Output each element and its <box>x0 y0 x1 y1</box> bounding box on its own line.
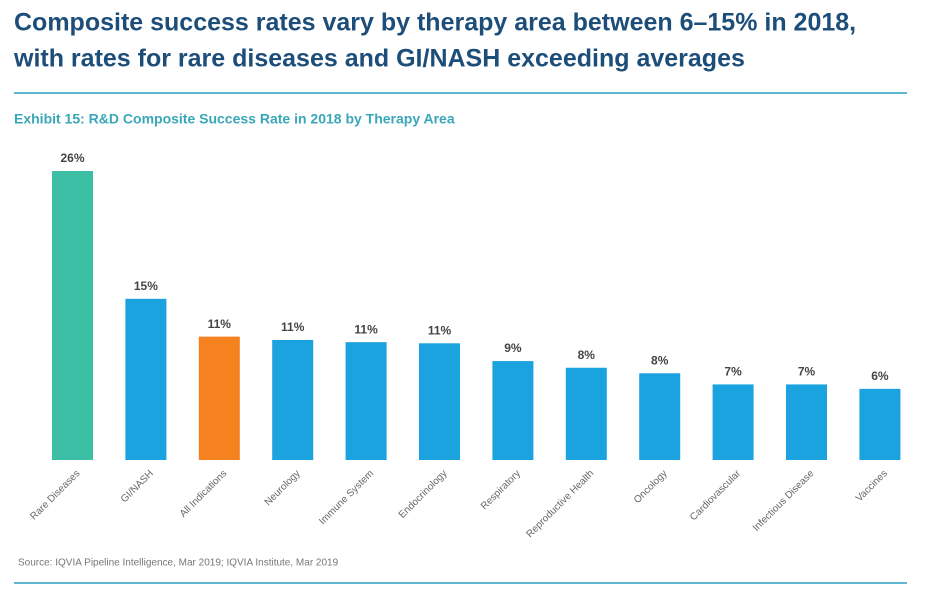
bar <box>712 384 754 460</box>
x-tick-label: Immune System <box>317 468 376 527</box>
value-label: 11% <box>354 322 378 336</box>
value-label: 6% <box>871 369 889 383</box>
chart-title: Composite success rates vary by therapy … <box>14 9 856 37</box>
bar <box>786 384 827 460</box>
value-label: 7% <box>798 365 816 379</box>
x-tick-label: All Indications <box>178 468 229 519</box>
x-tick-label: Oncology <box>632 468 670 506</box>
bar <box>419 343 460 460</box>
chart-subtitle: Exhibit 15: R&D Composite Success Rate i… <box>14 111 455 127</box>
x-tick-label: Infectious Disease <box>751 468 817 534</box>
bar <box>125 298 167 460</box>
bar <box>492 361 534 460</box>
value-label: 8% <box>651 353 669 367</box>
x-tick-label: Rare Diseases <box>28 468 82 522</box>
bar <box>345 342 387 460</box>
x-tick-label: Reproductive Health <box>524 468 596 540</box>
value-label: 15% <box>134 279 158 293</box>
x-tick-label: Vaccines <box>854 468 890 504</box>
x-tick-label: GI/NASH <box>119 468 156 505</box>
value-label: 11% <box>428 323 452 337</box>
bar <box>272 339 314 460</box>
bar <box>198 336 240 460</box>
bar <box>639 373 681 460</box>
x-tick-label: Endocrinology <box>397 468 450 521</box>
source-note: Source: IQVIA Pipeline Intelligence, Mar… <box>18 558 339 569</box>
value-label: 8% <box>578 348 596 362</box>
bar <box>565 367 607 460</box>
value-label: 11% <box>281 320 305 334</box>
x-tick-label: Cardiovascular <box>688 468 743 523</box>
value-label: 26% <box>60 151 84 165</box>
x-tick-label: Respiratory <box>479 468 523 512</box>
value-label: 7% <box>724 365 742 379</box>
x-tick-label: Neurology <box>263 468 303 508</box>
value-label: 9% <box>504 341 522 355</box>
bar <box>52 171 93 460</box>
bar <box>859 388 901 460</box>
chart-title: with rates for rare diseases and GI/NASH… <box>13 45 745 73</box>
value-label: 11% <box>208 317 232 331</box>
